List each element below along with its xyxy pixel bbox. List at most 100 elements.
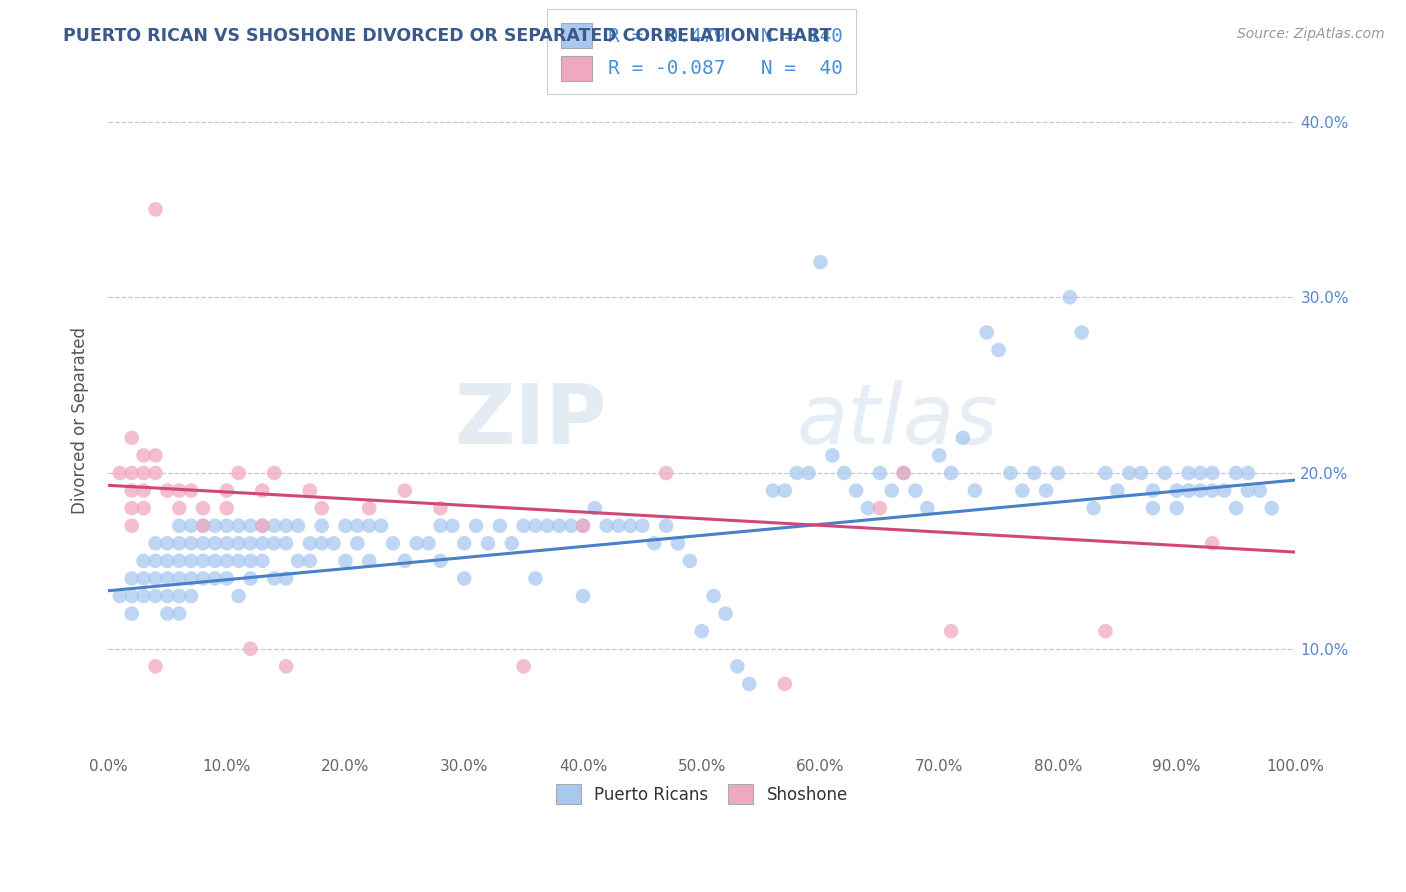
Point: [880, 483, 903, 498]
Point: [252, 536, 274, 550]
Point: [191, 518, 214, 533]
Point: [215, 571, 238, 585]
Point: [228, 518, 250, 533]
Point: [429, 554, 451, 568]
Point: [287, 554, 309, 568]
Point: [1094, 624, 1116, 639]
Point: [346, 536, 368, 550]
Point: [619, 518, 641, 533]
Point: [1260, 501, 1282, 516]
Point: [773, 483, 796, 498]
Point: [1142, 483, 1164, 498]
Point: [263, 518, 285, 533]
Point: [643, 536, 665, 550]
Point: [1107, 483, 1129, 498]
Point: [215, 518, 238, 533]
Point: [121, 431, 143, 445]
Point: [1237, 483, 1260, 498]
Point: [1225, 501, 1247, 516]
Point: [287, 518, 309, 533]
Point: [204, 536, 226, 550]
Point: [666, 536, 689, 550]
Point: [180, 589, 202, 603]
Point: [583, 501, 606, 516]
Point: [132, 554, 155, 568]
Point: [1213, 483, 1236, 498]
Point: [917, 501, 939, 516]
Point: [252, 554, 274, 568]
Point: [1166, 483, 1188, 498]
Point: [252, 518, 274, 533]
Point: [167, 571, 190, 585]
Point: [145, 449, 167, 463]
Point: [797, 466, 820, 480]
Text: Source: ZipAtlas.com: Source: ZipAtlas.com: [1237, 27, 1385, 41]
Point: [121, 571, 143, 585]
Point: [239, 641, 262, 656]
Point: [121, 466, 143, 480]
Point: [1177, 483, 1199, 498]
Point: [524, 518, 547, 533]
Point: [215, 554, 238, 568]
Point: [560, 518, 582, 533]
Point: [429, 518, 451, 533]
Point: [893, 466, 915, 480]
Point: [1000, 466, 1022, 480]
Point: [132, 483, 155, 498]
Point: [869, 501, 891, 516]
Point: [167, 554, 190, 568]
Point: [274, 536, 297, 550]
Point: [1201, 536, 1223, 550]
Point: [108, 589, 131, 603]
Point: [322, 536, 344, 550]
Point: [156, 589, 179, 603]
Point: [725, 659, 748, 673]
Point: [180, 483, 202, 498]
Point: [869, 466, 891, 480]
Point: [679, 554, 702, 568]
Point: [252, 518, 274, 533]
Point: [512, 518, 534, 533]
Point: [1177, 466, 1199, 480]
Point: [145, 589, 167, 603]
Point: [441, 518, 464, 533]
Point: [167, 483, 190, 498]
Point: [239, 554, 262, 568]
Point: [156, 607, 179, 621]
Point: [204, 518, 226, 533]
Point: [204, 571, 226, 585]
Point: [191, 536, 214, 550]
Point: [132, 449, 155, 463]
Point: [145, 466, 167, 480]
Legend: Puerto Ricans, Shoshone: Puerto Ricans, Shoshone: [547, 776, 856, 813]
Point: [252, 483, 274, 498]
Point: [346, 518, 368, 533]
Point: [1249, 483, 1271, 498]
Point: [121, 483, 143, 498]
Point: [1024, 466, 1046, 480]
Point: [714, 607, 737, 621]
Point: [976, 326, 998, 340]
Text: PUERTO RICAN VS SHOSHONE DIVORCED OR SEPARATED CORRELATION CHART: PUERTO RICAN VS SHOSHONE DIVORCED OR SEP…: [63, 27, 832, 45]
Point: [121, 518, 143, 533]
Point: [145, 659, 167, 673]
Point: [370, 518, 392, 533]
Y-axis label: Divorced or Separated: Divorced or Separated: [72, 326, 89, 514]
Point: [298, 554, 321, 568]
Point: [465, 518, 488, 533]
Point: [132, 571, 155, 585]
Point: [405, 536, 427, 550]
Point: [274, 518, 297, 533]
Point: [215, 501, 238, 516]
Point: [548, 518, 571, 533]
Point: [274, 571, 297, 585]
Point: [167, 518, 190, 533]
Point: [963, 483, 986, 498]
Point: [311, 518, 333, 533]
Point: [453, 571, 475, 585]
Point: [167, 536, 190, 550]
Point: [1201, 483, 1223, 498]
Point: [939, 466, 962, 480]
Point: [773, 677, 796, 691]
Point: [1142, 501, 1164, 516]
